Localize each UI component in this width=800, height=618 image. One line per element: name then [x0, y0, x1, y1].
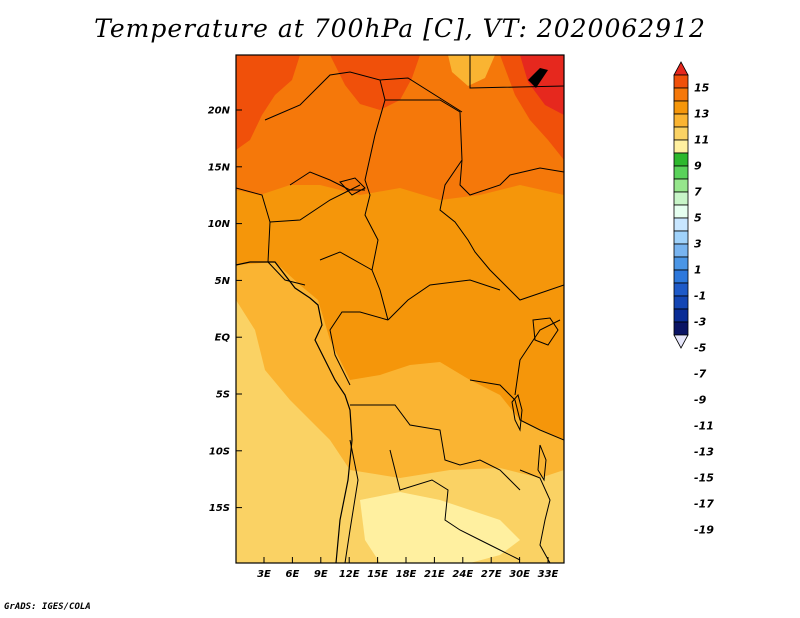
colorbar-box — [673, 87, 689, 102]
colorbar-box — [673, 100, 689, 115]
lon-label: 3E — [257, 569, 271, 580]
country-borders — [236, 55, 564, 563]
lake-victoria — [532, 317, 559, 346]
field-band-3-5 — [360, 492, 520, 563]
colorbar-top-arrow — [673, 61, 689, 76]
field-band-13-15-west — [236, 55, 300, 150]
red-sea-coast — [528, 68, 548, 88]
longitude-axis: 3E 6E 9E 12E 15E 18E 21E 24E 27E 30E 33E — [257, 557, 559, 580]
colorbar-box — [673, 321, 689, 336]
lake-chad — [339, 177, 366, 196]
colorbar-label: -3 — [694, 316, 707, 329]
lon-label: 27E — [481, 569, 502, 580]
colorbar-box — [673, 295, 689, 310]
colorbar-box — [673, 165, 689, 180]
lon-label: 9E — [314, 569, 328, 580]
colorbar-box — [673, 230, 689, 245]
colorbar-box — [673, 139, 689, 154]
colorbar-box — [673, 126, 689, 141]
lat-label: 5S — [216, 390, 230, 401]
colorbar-box — [673, 269, 689, 284]
colorbar-label: -5 — [694, 342, 707, 355]
lon-label: 12E — [339, 569, 360, 580]
lon-label: 21E — [424, 569, 445, 580]
colorbar: 15 13 11 9 7 5 3 1 -1 -3 -5 -7 -9 -11 -13 -15 -17 -19 — [673, 61, 714, 537]
colorbar-box — [673, 113, 689, 128]
colorbar-label: 5 — [694, 212, 702, 225]
colorbar-box — [673, 152, 689, 167]
map-frame — [235, 54, 565, 564]
lat-label: EQ — [215, 333, 231, 344]
colorbar-box — [673, 256, 689, 271]
lat-label: 5N — [215, 276, 231, 287]
temperature-field — [236, 55, 564, 563]
colorbar-box — [673, 204, 689, 219]
field-band-13-15-center — [330, 55, 420, 110]
lat-label: 20N — [208, 106, 231, 117]
colorbar-label: -13 — [694, 446, 714, 459]
lat-label: 15N — [208, 162, 231, 173]
field-band-5-7 — [236, 300, 564, 563]
colorbar-box — [673, 282, 689, 297]
colorbar-label: 13 — [694, 108, 710, 121]
colorbar-label: 11 — [694, 134, 709, 147]
lat-label: 10N — [208, 219, 231, 230]
colorbar-label: 1 — [694, 264, 702, 277]
lake-malawi — [537, 444, 547, 482]
colorbar-box — [673, 308, 689, 323]
colorbar-box — [673, 243, 689, 258]
colorbar-box — [673, 217, 689, 232]
latitude-axis: 20N 15N 10N 5N EQ 5S 10S 15S — [208, 106, 242, 514]
lake-tanganyika — [511, 393, 523, 432]
colorbar-label: -9 — [694, 394, 707, 407]
field-band-15-plus — [520, 55, 564, 115]
colorbar-label: 7 — [694, 186, 702, 199]
colorbar-label: 15 — [694, 82, 710, 95]
colorbar-box — [673, 178, 689, 193]
colorbar-label: 3 — [694, 238, 702, 251]
lon-label: 24E — [452, 569, 473, 580]
colorbar-label: -1 — [694, 290, 706, 303]
lon-label: 33E — [538, 569, 559, 580]
lon-label: 30E — [509, 569, 530, 580]
lon-label: 6E — [286, 569, 300, 580]
lat-label: 15S — [209, 503, 230, 514]
coastline — [235, 261, 353, 564]
colorbar-label: -15 — [694, 472, 714, 485]
chart-title: Temperature at 700hPa [C], VT: 202006291… — [94, 14, 706, 43]
lon-label: 18E — [396, 569, 417, 580]
colorbar-box — [673, 191, 689, 206]
colorbar-label: -19 — [694, 524, 714, 537]
field-band-11-13 — [236, 55, 564, 200]
field-band-7-9-north — [448, 55, 495, 86]
colorbar-box — [673, 74, 689, 89]
colorbar-label: -11 — [694, 420, 714, 433]
colorbar-label: -7 — [694, 368, 707, 381]
lon-label: 15E — [367, 569, 388, 580]
credit-label: GrADS: IGES/COLA — [4, 602, 91, 612]
colorbar-label: -17 — [694, 498, 714, 511]
colorbar-label: 9 — [694, 160, 702, 173]
colorbar-bottom-arrow — [673, 334, 689, 349]
lat-label: 10S — [209, 446, 230, 457]
